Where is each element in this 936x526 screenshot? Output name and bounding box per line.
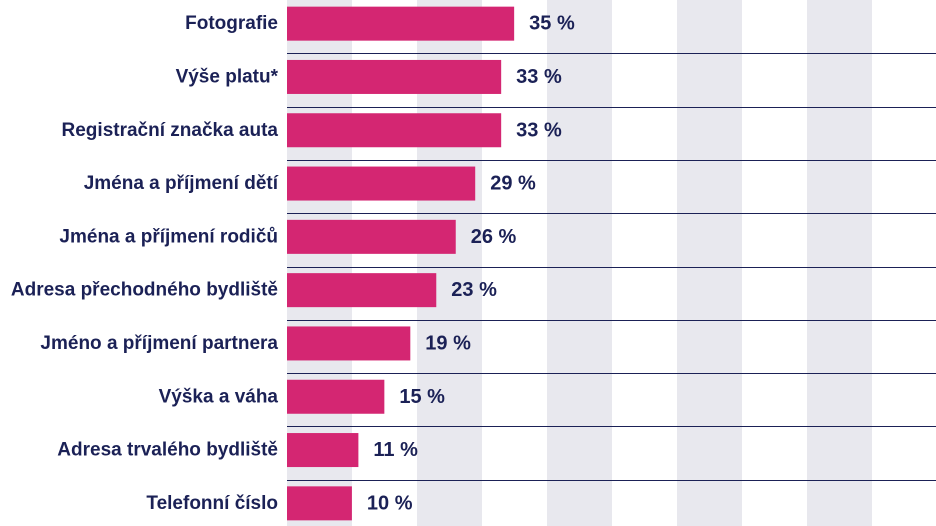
category-label: Registrační značka auta xyxy=(62,120,279,141)
bar xyxy=(287,433,359,468)
bar xyxy=(287,273,437,308)
grid-band xyxy=(547,0,612,526)
bar xyxy=(287,59,502,94)
bar xyxy=(287,486,352,521)
bar xyxy=(287,166,476,201)
grid-band xyxy=(807,0,872,526)
value-label: 10 % xyxy=(367,492,413,514)
category-labels: Fotografie Výše platu* Registrační značka … xyxy=(11,13,279,514)
grid-band xyxy=(677,0,742,526)
value-label: 26 % xyxy=(471,226,517,248)
value-labels: 35 % 33 % 33 % 29 % 26 % 23 % 19 % 15 % 11 % 10 % xyxy=(367,13,575,515)
category-label: Telefonní číslo xyxy=(146,493,278,514)
value-label: 33 % xyxy=(516,119,562,141)
value-label: 29 % xyxy=(490,173,536,195)
category-label: Jména a příjmení rodičů xyxy=(59,226,278,247)
category-label: Fotografie xyxy=(185,13,278,34)
value-label: 35 % xyxy=(529,13,575,35)
bars xyxy=(287,6,515,521)
row-dividers xyxy=(287,53,936,481)
value-label: 33 % xyxy=(516,66,562,88)
category-label: Adresa trvalého bydliště xyxy=(57,440,278,461)
value-label: 11 % xyxy=(373,439,418,461)
category-label: Výška a váha xyxy=(159,386,279,407)
bar xyxy=(287,379,385,414)
bar xyxy=(287,113,502,148)
category-label: Adresa přechodného bydliště xyxy=(11,280,278,301)
value-label: 15 % xyxy=(399,386,445,408)
category-label: Jméno a příjmení partnera xyxy=(40,333,278,354)
value-label: 23 % xyxy=(451,279,497,301)
value-label: 19 % xyxy=(425,332,471,354)
bar xyxy=(287,6,515,41)
bar xyxy=(287,219,456,254)
category-label: Výše platu* xyxy=(176,66,279,87)
category-label: Jména a příjmení dětí xyxy=(84,173,279,194)
bar xyxy=(287,326,411,361)
